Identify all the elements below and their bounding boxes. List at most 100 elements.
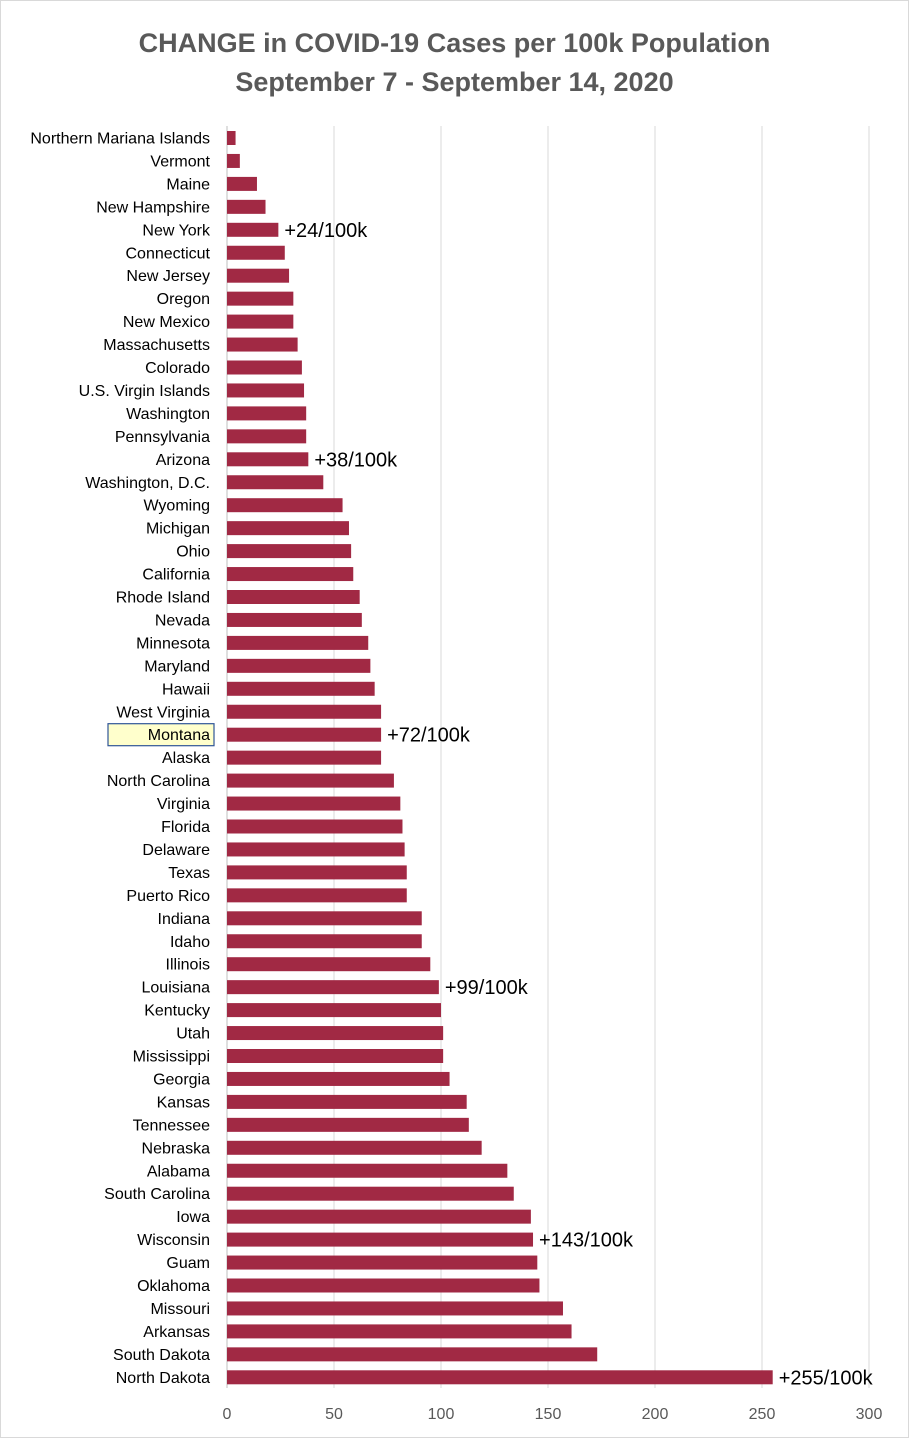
- bar-virginia: [227, 796, 401, 811]
- category-label: Kansas: [157, 1094, 210, 1111]
- bar-minnesota: [227, 635, 369, 650]
- bar-hawaii: [227, 681, 375, 696]
- x-tick-label: 100: [428, 1406, 455, 1423]
- chart-subtitle: September 7 - September 14, 2020: [235, 67, 674, 97]
- annotation-label: +24/100k: [284, 220, 368, 242]
- category-label: Missouri: [150, 1301, 210, 1318]
- bar-south-carolina: [227, 1186, 514, 1201]
- bar-connecticut: [227, 245, 285, 260]
- bar-maryland: [227, 658, 371, 673]
- category-label: U.S. Virgin Islands: [79, 383, 210, 400]
- bar-washington: [227, 406, 307, 421]
- bar-indiana: [227, 911, 422, 926]
- bar-wisconsin: [227, 1232, 534, 1247]
- category-label: North Carolina: [107, 773, 210, 790]
- category-label: Arkansas: [143, 1324, 210, 1341]
- category-label: Ohio: [176, 544, 210, 561]
- category-label: Alaska: [162, 750, 210, 767]
- category-label: New Jersey: [126, 268, 210, 285]
- category-label: Texas: [168, 865, 210, 882]
- category-label: Wisconsin: [137, 1232, 210, 1249]
- bar-oklahoma: [227, 1278, 540, 1293]
- category-label: Georgia: [153, 1071, 210, 1088]
- x-tick-label: 300: [856, 1406, 883, 1423]
- bar-california: [227, 567, 354, 582]
- bar-oregon: [227, 291, 294, 306]
- category-label: Maine: [166, 176, 210, 193]
- bar-washington-d-c-: [227, 475, 324, 490]
- x-tick-label: 0: [223, 1406, 232, 1423]
- x-tick-labels: 0 50 100 150 200 250 300: [223, 1406, 883, 1423]
- category-label: Massachusetts: [103, 337, 210, 354]
- category-label: New Hampshire: [96, 199, 210, 216]
- bar-montana: [227, 727, 382, 742]
- x-tick-label: 150: [535, 1406, 562, 1423]
- category-label: Puerto Rico: [126, 888, 210, 905]
- category-label: Louisiana: [142, 980, 211, 997]
- bar-new-mexico: [227, 314, 294, 329]
- bars: [227, 131, 773, 1385]
- bar-texas: [227, 865, 407, 880]
- bar-north-dakota: [227, 1370, 773, 1385]
- category-label: South Carolina: [104, 1186, 210, 1203]
- bar-nebraska: [227, 1140, 482, 1155]
- bar-colorado: [227, 360, 302, 375]
- annotation-label: +143/100k: [539, 1230, 634, 1252]
- bar-alabama: [227, 1163, 508, 1178]
- category-label: Maryland: [144, 658, 210, 675]
- bar-kansas: [227, 1094, 467, 1109]
- category-label: Nevada: [155, 612, 210, 629]
- x-tick-label: 50: [325, 1406, 343, 1423]
- category-label: Iowa: [176, 1209, 210, 1226]
- category-label: South Dakota: [113, 1347, 210, 1364]
- bar-missouri: [227, 1301, 563, 1316]
- bar-massachusetts: [227, 337, 298, 352]
- bar-northern-mariana-islands: [227, 131, 236, 145]
- bar-south-dakota: [227, 1347, 598, 1362]
- bar-tennessee: [227, 1117, 469, 1132]
- bar-guam: [227, 1255, 538, 1270]
- bar-delaware: [227, 842, 405, 857]
- bar-idaho: [227, 934, 422, 949]
- bar-florida: [227, 819, 403, 834]
- bar-mississippi: [227, 1049, 444, 1063]
- category-label: Kentucky: [144, 1003, 210, 1020]
- category-label: Michigan: [146, 521, 210, 538]
- category-label: Oklahoma: [137, 1278, 210, 1295]
- category-label: Utah: [176, 1026, 210, 1043]
- annotation-label: +72/100k: [387, 725, 471, 747]
- category-label: Indiana: [158, 911, 211, 928]
- category-label: Idaho: [170, 934, 210, 951]
- annotation-label: +38/100k: [314, 449, 398, 471]
- bar-kentucky: [227, 1003, 441, 1018]
- bar-utah: [227, 1026, 444, 1041]
- bar-alaska: [227, 750, 382, 765]
- bar-ohio: [227, 544, 352, 559]
- annotation-label: +255/100k: [779, 1367, 874, 1389]
- highlight-layer: [107, 723, 215, 747]
- bar-pennsylvania: [227, 429, 307, 444]
- category-label: Colorado: [145, 360, 210, 377]
- category-label: Rhode Island: [116, 590, 210, 607]
- bar-north-carolina: [227, 773, 394, 788]
- bar-u-s-virgin-islands: [227, 383, 305, 398]
- bar-west-virginia: [227, 704, 382, 719]
- category-label: Illinois: [166, 957, 210, 974]
- bar-arkansas: [227, 1324, 572, 1339]
- annotations: +24/100k +38/100k +72/100k +99/100k +143/100…: [284, 220, 873, 1390]
- category-label: Nebraska: [142, 1140, 211, 1157]
- chart-title: CHANGE in COVID-19 Cases per 100k Popula…: [138, 28, 771, 58]
- bar-maine: [227, 176, 257, 191]
- bar-arizona: [227, 452, 309, 467]
- bar-new-york: [227, 222, 279, 237]
- bar-puerto-rico: [227, 888, 407, 903]
- category-label: Mississippi: [133, 1049, 210, 1066]
- bar-new-jersey: [227, 268, 290, 283]
- category-label: Guam: [166, 1255, 210, 1272]
- bar-nevada: [227, 612, 362, 627]
- bar-vermont: [227, 153, 240, 168]
- bar-louisiana: [227, 980, 439, 995]
- highlight-box: [107, 723, 215, 747]
- bar-georgia: [227, 1071, 450, 1086]
